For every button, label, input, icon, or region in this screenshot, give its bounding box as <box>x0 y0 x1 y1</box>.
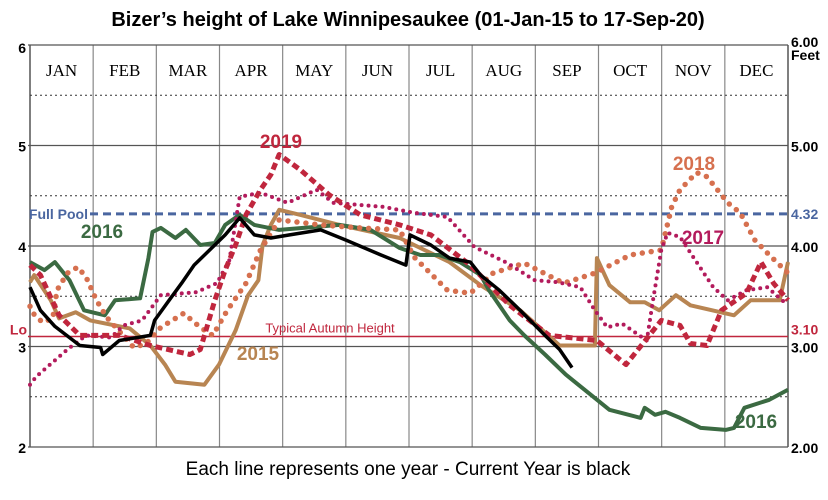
right-tick-label: 5.00 <box>791 139 818 155</box>
series-label-2017: 2017 <box>682 228 724 249</box>
month-label-dec: DEC <box>739 61 773 80</box>
right-axis-unit: Feet <box>791 47 820 63</box>
grid: JAN FEB MAR APR MAY JUN JUL AUG SEP OCT NOV DEC 6 6.0… <box>18 34 820 456</box>
month-label-aug: AUG <box>485 61 522 80</box>
reference-lines: Full Pool 4.32 Lo Typical Autumn Height 3.10 <box>10 206 819 338</box>
series-label-2016: 2016 <box>735 412 777 433</box>
series-line-2017 <box>28 187 790 387</box>
month-label-apr: APR <box>235 61 269 80</box>
right-tick-label: 2.00 <box>791 440 818 456</box>
right-tick-label: 4.00 <box>791 239 818 255</box>
series-labels: 2015 2016 2016 2017 2018 2019 <box>81 132 777 433</box>
month-label-may: MAY <box>295 61 333 80</box>
right-tick-label: 6.00 <box>791 34 818 50</box>
series-label-2016: 2016 <box>81 222 123 243</box>
series-lines <box>27 152 791 432</box>
series-line-2020 <box>28 216 574 369</box>
typical-autumn-right-label: 3.10 <box>791 321 818 337</box>
month-label-feb: FEB <box>109 61 140 80</box>
month-label-oct: OCT <box>613 61 648 80</box>
typical-autumn-mid-label: Typical Autumn Height <box>265 320 395 335</box>
month-label-jun: JUN <box>362 61 393 80</box>
series-label-2019: 2019 <box>260 132 302 153</box>
left-tick-label: 6 <box>18 40 26 56</box>
typical-autumn-left-label: Lo <box>10 321 27 337</box>
month-label-jul: JUL <box>426 61 455 80</box>
month-label-nov: NOV <box>675 61 713 80</box>
chart-title: Bizer’s height of Lake Winnipesaukee (01… <box>111 9 704 31</box>
full-pool-right-label: 4.32 <box>791 206 818 222</box>
left-tick-label: 2 <box>18 440 26 456</box>
series-line-2019 <box>28 152 790 368</box>
series-label-2015: 2015 <box>237 344 280 365</box>
series-line-2018 <box>27 169 791 351</box>
full-pool-left-label: Full Pool <box>29 206 88 222</box>
chart-caption: Each line represents one year - Current … <box>186 459 631 480</box>
series-label-2018: 2018 <box>673 154 715 175</box>
left-tick-label: 3 <box>18 340 26 356</box>
month-label-jan: JAN <box>46 61 77 80</box>
series-line-2015 <box>28 207 790 387</box>
month-label-mar: MAR <box>169 61 208 80</box>
left-tick-label: 4 <box>18 239 26 255</box>
right-tick-label: 3.00 <box>791 340 818 356</box>
series-line-2016 <box>29 212 789 432</box>
month-label-sep: SEP <box>552 61 581 80</box>
left-tick-label: 5 <box>18 139 26 155</box>
